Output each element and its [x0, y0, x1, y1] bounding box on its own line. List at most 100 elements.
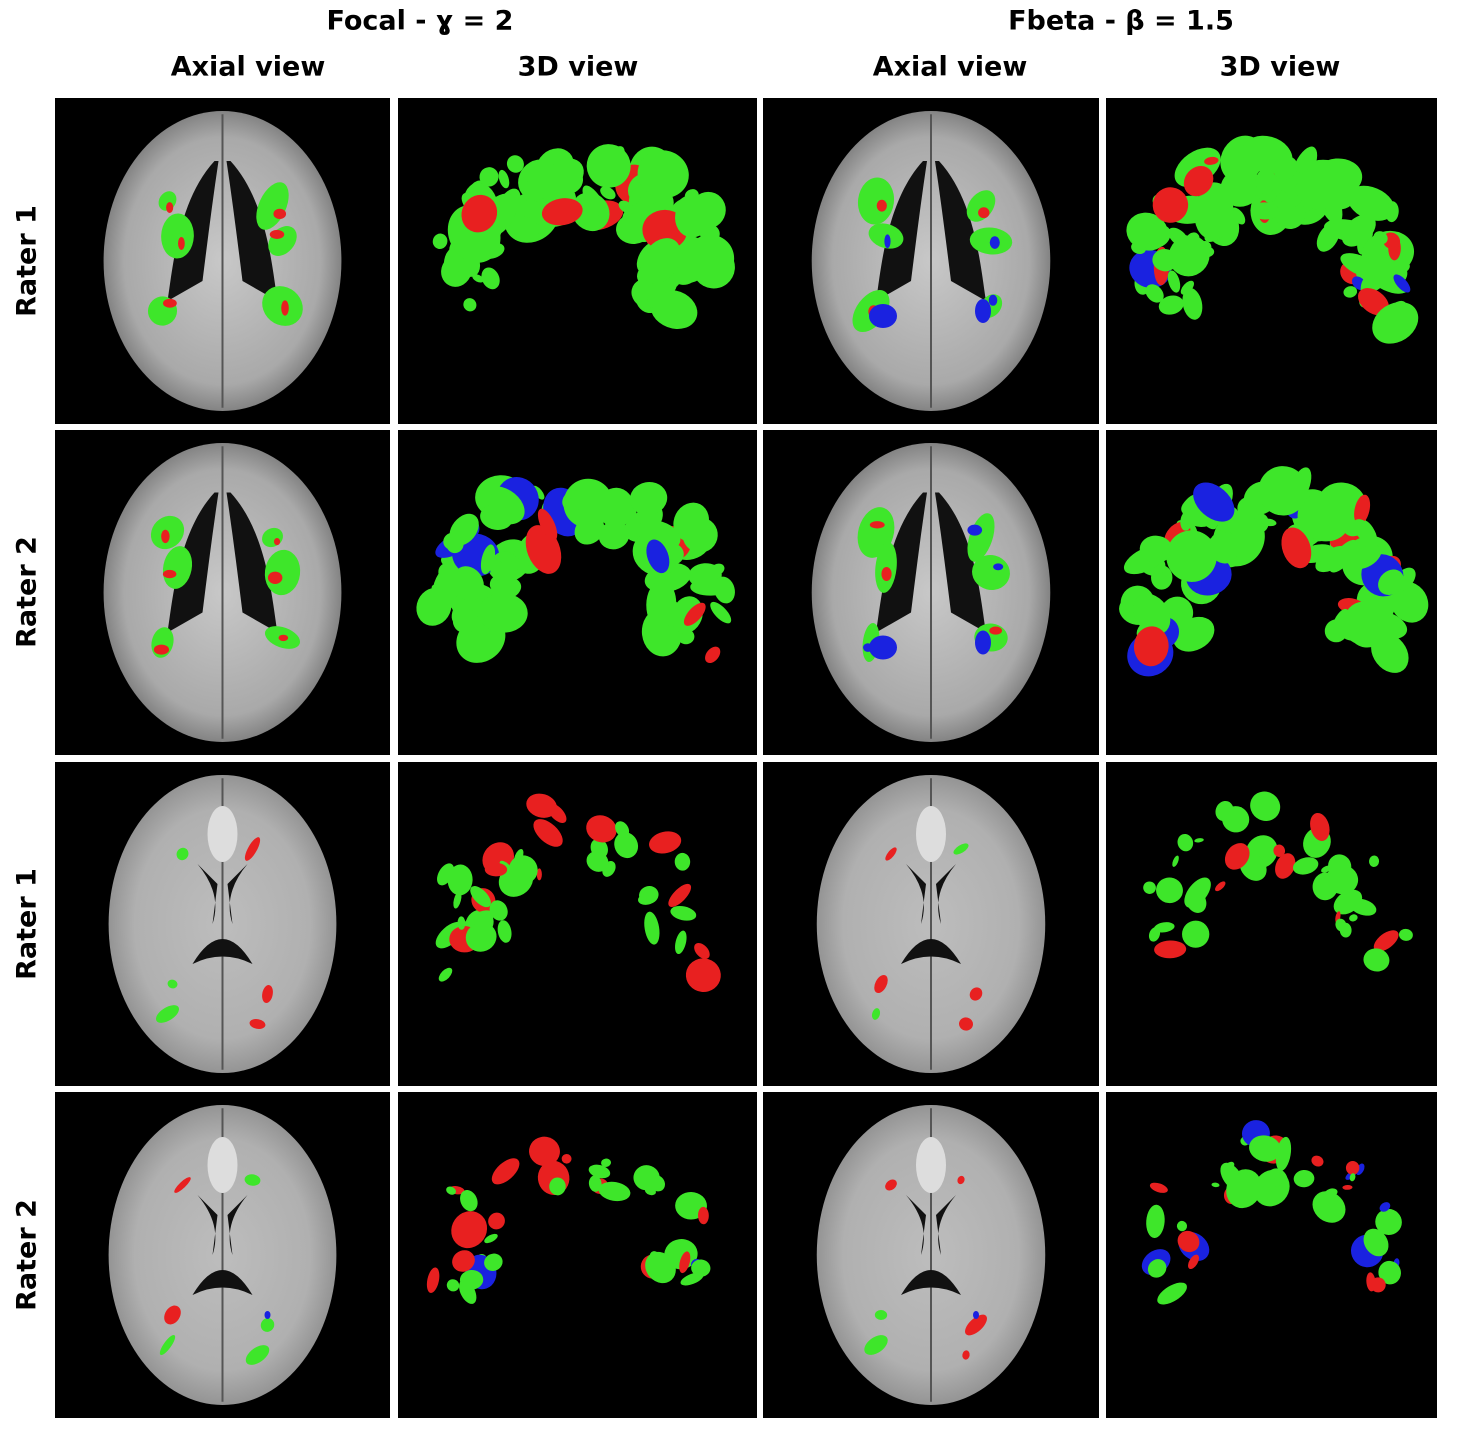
lesion	[1378, 569, 1405, 596]
lesion	[244, 1174, 261, 1186]
image-panel	[398, 762, 757, 1086]
lesion	[1177, 1230, 1200, 1253]
lesion	[515, 200, 547, 218]
lesion	[675, 930, 687, 955]
column-header: 3D view	[518, 52, 639, 83]
lesion	[451, 1211, 488, 1249]
lesion	[1353, 519, 1377, 545]
lesion	[281, 300, 289, 316]
lesion	[1261, 518, 1277, 527]
lesion	[640, 238, 681, 284]
lesion	[1177, 833, 1194, 852]
lesion	[1215, 194, 1231, 228]
lesion	[166, 202, 174, 214]
lesion	[869, 521, 885, 529]
lesion	[571, 488, 590, 510]
lesion	[1194, 838, 1204, 843]
sulcus	[916, 1137, 946, 1193]
lesion	[685, 958, 721, 993]
lesion	[646, 539, 670, 574]
lesion	[161, 213, 194, 259]
lesion	[416, 587, 452, 626]
ventricle	[901, 939, 961, 964]
ventricle	[876, 161, 927, 301]
image-panel	[55, 762, 390, 1086]
lesion	[447, 864, 473, 896]
lesion	[694, 942, 710, 959]
lesion	[1375, 1208, 1402, 1236]
lesion	[1211, 1182, 1220, 1188]
lesion	[459, 1270, 484, 1290]
lesion	[993, 563, 1004, 571]
image-panel	[398, 1092, 757, 1418]
lesion	[597, 146, 625, 186]
lesion	[953, 843, 969, 855]
lesion	[959, 1017, 973, 1031]
lesion	[249, 1018, 266, 1030]
lesion	[670, 905, 697, 921]
image-panel	[1106, 98, 1437, 424]
lesion	[1188, 1254, 1200, 1270]
lesion	[506, 155, 524, 173]
lesion	[162, 298, 177, 308]
lesion	[1152, 187, 1189, 223]
lesion	[1157, 1282, 1187, 1305]
lesion	[1272, 1177, 1283, 1187]
lesion	[153, 644, 170, 655]
lesion	[628, 187, 642, 206]
lesion	[1349, 1173, 1356, 1182]
lesion	[967, 524, 983, 536]
lesion	[1363, 948, 1390, 972]
lesion	[1312, 872, 1339, 901]
lesion	[1183, 165, 1214, 197]
lesion	[874, 1310, 888, 1320]
image-panel	[1106, 430, 1437, 755]
lesion	[478, 593, 528, 633]
lesion	[526, 793, 558, 818]
lesion	[1349, 898, 1377, 916]
lesion	[1133, 626, 1169, 667]
lesion	[167, 979, 178, 989]
lesion	[698, 1206, 709, 1225]
lesion	[1166, 530, 1217, 582]
lesion	[649, 1175, 665, 1192]
image-panel	[763, 98, 1099, 424]
lesion	[480, 504, 513, 530]
lesion	[273, 208, 287, 220]
lesion	[1263, 851, 1273, 858]
lesion	[1329, 539, 1358, 573]
ventricle	[876, 492, 927, 633]
lesion	[446, 535, 464, 554]
lesion	[975, 630, 991, 655]
lesion	[679, 1251, 691, 1274]
lesion	[1311, 1155, 1324, 1167]
lesion	[864, 1335, 888, 1355]
lesion	[691, 1259, 711, 1277]
lesion	[260, 1318, 275, 1332]
lesion	[1154, 940, 1187, 959]
lesion	[1180, 511, 1193, 531]
ventricle	[906, 1195, 956, 1255]
lesion	[1393, 274, 1411, 293]
lesion	[452, 1250, 475, 1272]
lesion	[489, 900, 508, 921]
row-label: Rater 1	[12, 868, 43, 980]
group-title: Focal - ɣ = 2	[327, 6, 514, 37]
lesion	[437, 863, 455, 886]
lesion	[1293, 1169, 1315, 1188]
lesion	[614, 832, 639, 859]
lesion	[1209, 530, 1240, 564]
lesion	[962, 1350, 970, 1360]
lesion	[267, 571, 283, 584]
lesion	[1176, 1220, 1188, 1232]
lesion	[1133, 593, 1171, 635]
lesion	[705, 646, 721, 664]
lesion	[615, 821, 630, 838]
lesion	[881, 566, 892, 582]
lesion	[273, 538, 281, 546]
lesion	[965, 1314, 987, 1336]
lesion	[876, 199, 887, 212]
lesion	[1350, 544, 1382, 570]
lesion	[438, 967, 453, 982]
